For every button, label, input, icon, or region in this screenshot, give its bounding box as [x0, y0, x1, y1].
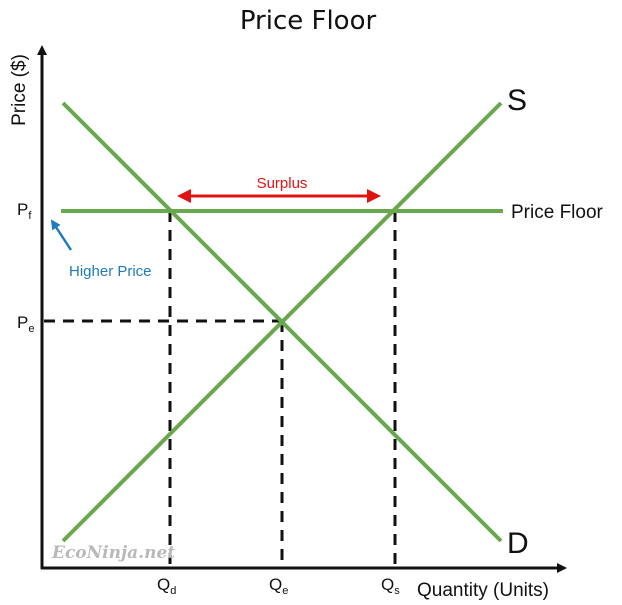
higher-price-label: Higher Price	[69, 263, 152, 280]
y-axis-title: Price ($)	[9, 54, 30, 126]
price-floor-label: Price Floor	[511, 202, 604, 223]
qd-tick-label: Qd	[157, 575, 176, 597]
x-axis-title: Quantity (Units)	[417, 580, 549, 601]
qe-tick-label: Qe	[269, 575, 288, 597]
supply-curve	[61, 101, 503, 543]
surplus-label: Surplus	[257, 175, 308, 192]
pe-tick-label: Pe	[17, 313, 34, 335]
higher-price-arrow	[50, 219, 73, 251]
chart-title: Price Floor	[240, 6, 377, 36]
demand-label: D	[507, 527, 529, 560]
qs-tick-label: Qs	[381, 575, 400, 597]
watermark: EcoNinja.net	[51, 543, 175, 563]
pf-tick-label: Pf	[17, 200, 32, 222]
supply-label: S	[507, 84, 527, 117]
